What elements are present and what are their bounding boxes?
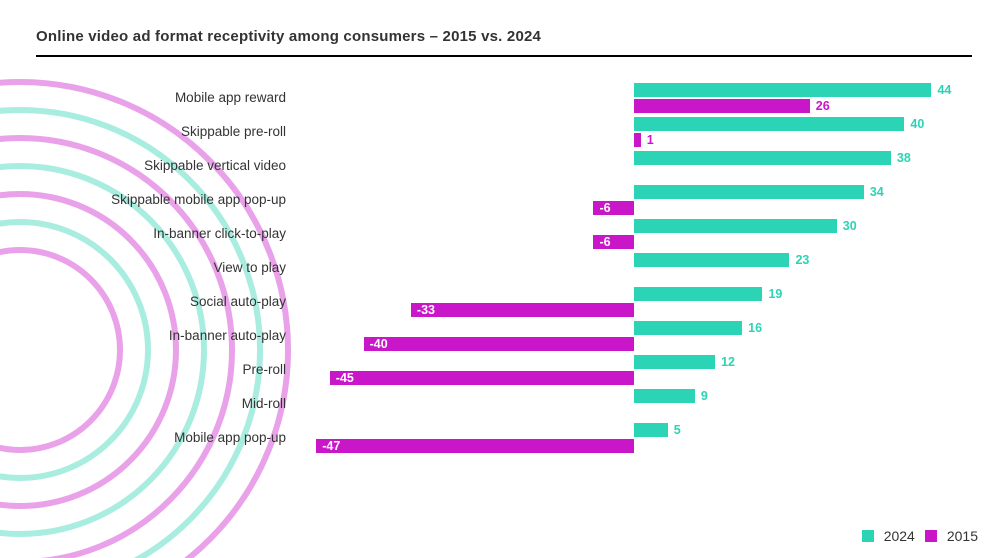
- category-label: In-banner click-to-play: [36, 217, 296, 242]
- chart-title: Online video ad format receptivity among…: [36, 28, 972, 45]
- legend-swatch: [862, 530, 874, 542]
- value-label-2024: 40: [910, 117, 924, 131]
- category-label: Social auto-play: [36, 285, 296, 310]
- chart-row: In-banner click-to-play 30 -6: [36, 217, 972, 251]
- bar-2024: 9: [634, 389, 695, 403]
- plot-cell: 30 -6: [296, 217, 972, 251]
- chart-row: Mobile app pop-up 5 -47: [36, 421, 972, 455]
- legend-label: 2024: [884, 528, 915, 544]
- chart-row: Skippable mobile app pop-up 34 -6: [36, 183, 972, 217]
- plot-cell: 19 -33: [296, 285, 972, 319]
- value-label-2015: -40: [370, 337, 388, 351]
- category-label: In-banner auto-play: [36, 319, 296, 344]
- plot-cell: 23: [296, 251, 972, 285]
- value-label-2024: 12: [721, 355, 735, 369]
- page: Online video ad format receptivity among…: [0, 0, 1008, 558]
- category-label: Skippable mobile app pop-up: [36, 183, 296, 208]
- value-label-2024: 19: [768, 287, 782, 301]
- value-label-2015: 26: [816, 99, 830, 113]
- legend-swatch: [925, 530, 937, 542]
- chart-row: Mobile app reward 44 26: [36, 81, 972, 115]
- plot-cell: 38: [296, 149, 972, 183]
- category-label: Skippable vertical video: [36, 149, 296, 174]
- chart-area: Mobile app reward4426Skippable pre-roll4…: [36, 81, 972, 501]
- value-label-2024: 23: [795, 253, 809, 267]
- value-label-2015: -6: [599, 201, 610, 215]
- title-rule: [36, 55, 972, 57]
- legend: 2024 2015: [862, 528, 978, 544]
- value-label-2024: 9: [701, 389, 708, 403]
- bar-2015: -33: [411, 303, 634, 317]
- category-label: Skippable pre-roll: [36, 115, 296, 140]
- bar-2015: -47: [316, 439, 634, 453]
- chart-row: Mid-roll 9: [36, 387, 972, 421]
- category-label: Mid-roll: [36, 387, 296, 412]
- value-label-2015: -6: [599, 235, 610, 249]
- value-label-2015: 1: [647, 133, 654, 147]
- value-label-2015: -45: [336, 371, 354, 385]
- bar-2024: 34: [634, 185, 864, 199]
- category-label: Mobile app reward: [36, 81, 296, 106]
- value-label-2024: 30: [843, 219, 857, 233]
- plot-cell: 12 -45: [296, 353, 972, 387]
- chart-row: Social auto-play 19 -33: [36, 285, 972, 319]
- plot-cell: 9: [296, 387, 972, 421]
- value-label-2024: 38: [897, 151, 911, 165]
- chart-row: View to play 23: [36, 251, 972, 285]
- category-label: View to play: [36, 251, 296, 276]
- bar-2024: 5: [634, 423, 668, 437]
- bar-2015: -6: [593, 235, 634, 249]
- bar-2015: 1: [634, 133, 641, 147]
- bar-2015: -45: [330, 371, 634, 385]
- value-label-2015: -33: [417, 303, 435, 317]
- category-label: Mobile app pop-up: [36, 421, 296, 446]
- chart-row: In-banner auto-play 16 -40: [36, 319, 972, 353]
- bar-2015: -40: [364, 337, 634, 351]
- bar-2024: 44: [634, 83, 931, 97]
- bar-2024: 30: [634, 219, 837, 233]
- bar-2015: 26: [634, 99, 810, 113]
- value-label-2024: 34: [870, 185, 884, 199]
- value-label-2015: -47: [322, 439, 340, 453]
- bar-2024: 19: [634, 287, 762, 301]
- bar-2024: 40: [634, 117, 904, 131]
- plot-cell: 5 -47: [296, 421, 972, 455]
- value-label-2024: 5: [674, 423, 681, 437]
- chart-row: Skippable pre-roll 40 1: [36, 115, 972, 149]
- plot-cell: 44 26: [296, 81, 972, 115]
- bar-2024: 16: [634, 321, 742, 335]
- plot-cell: 34 -6: [296, 183, 972, 217]
- category-label: Pre-roll: [36, 353, 296, 378]
- value-label-2024: 16: [748, 321, 762, 335]
- bar-2024: 38: [634, 151, 891, 165]
- bar-2024: 23: [634, 253, 789, 267]
- chart-row: Skippable vertical video 38: [36, 149, 972, 183]
- plot-cell: 40 1: [296, 115, 972, 149]
- bar-2024: 12: [634, 355, 715, 369]
- plot-cell: 16 -40: [296, 319, 972, 353]
- value-label-2024: 44: [937, 83, 951, 97]
- bar-2015: -6: [593, 201, 634, 215]
- chart-row: Pre-roll 12 -45: [36, 353, 972, 387]
- legend-label: 2015: [947, 528, 978, 544]
